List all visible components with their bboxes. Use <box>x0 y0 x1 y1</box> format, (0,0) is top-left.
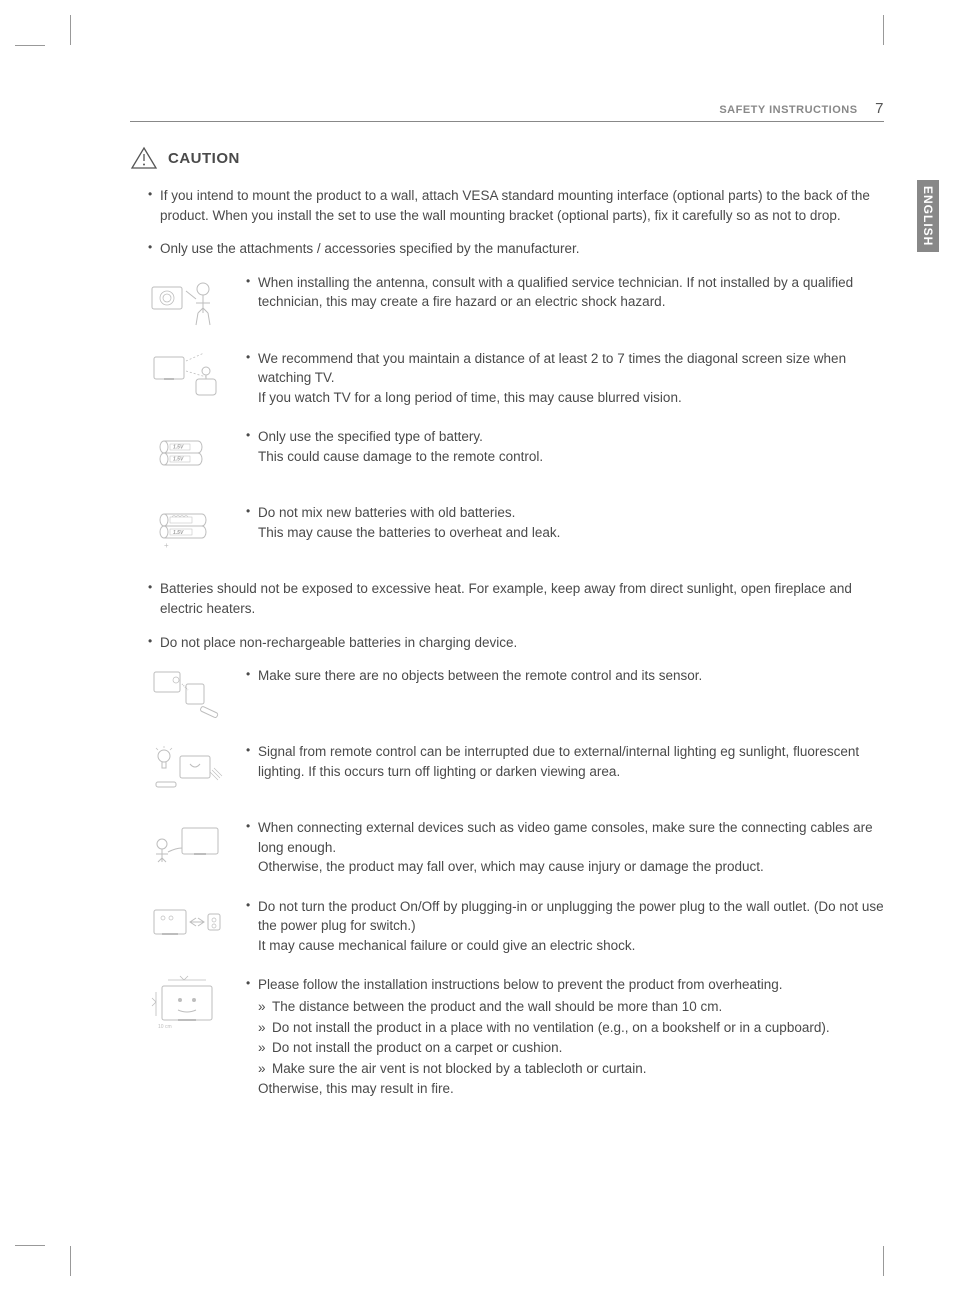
page-content: SAFETY INSTRUCTIONS 7 ENGLISH CAUTION If… <box>130 100 884 1231</box>
sub-item: Do not install the product on a carpet o… <box>258 1038 884 1058</box>
viewing-distance-icon <box>148 349 226 405</box>
sub-item: The distance between the product and the… <box>258 997 884 1017</box>
svg-text:1.5V: 1.5V <box>173 530 184 536</box>
list-item: Only use the attachments / accessories s… <box>148 239 884 259</box>
list-item-cont: Otherwise, this may result in fire. <box>246 1079 884 1099</box>
list-item: Only use the specified type of battery. <box>246 427 884 447</box>
list-item: Do not place non-rechargeable batteries … <box>148 633 884 653</box>
top-bullets: If you intend to mount the product to a … <box>130 186 884 259</box>
list-item: Please follow the installation instructi… <box>246 975 884 995</box>
mid-bullets: Batteries should not be exposed to exces… <box>130 579 884 652</box>
list-item-cont: If you watch TV for a long period of tim… <box>246 388 884 408</box>
mixed-battery-icon: 1.5V + <box>148 503 226 559</box>
list-item: Batteries should not be exposed to exces… <box>148 579 884 618</box>
cable-length-icon <box>148 818 226 874</box>
page-number: 7 <box>875 100 884 117</box>
instruction-row: Do not turn the product On/Off by pluggi… <box>130 897 884 956</box>
instruction-row: Make sure there are no objects between t… <box>130 666 884 722</box>
svg-text:10 cm: 10 cm <box>158 1024 172 1030</box>
power-plug-icon <box>148 897 226 953</box>
instruction-row: We recommend that you maintain a distanc… <box>130 349 884 408</box>
list-item-cont: It may cause mechanical failure or could… <box>246 936 884 956</box>
list-item: When connecting external devices such as… <box>246 818 884 857</box>
list-item: Do not turn the product On/Off by pluggi… <box>246 897 884 936</box>
list-item: Do not mix new batteries with old batter… <box>246 503 884 523</box>
instruction-row: 1.5V + Do not mix new batteries with old… <box>130 503 884 559</box>
instruction-row: Signal from remote control can be interr… <box>130 742 884 798</box>
caution-heading: CAUTION <box>130 146 884 170</box>
sub-item: Make sure the air vent is not blocked by… <box>258 1059 884 1079</box>
list-item: We recommend that you maintain a distanc… <box>246 349 884 388</box>
sub-list: The distance between the product and the… <box>246 997 884 1078</box>
svg-text:+: + <box>164 541 169 550</box>
list-item: Signal from remote control can be interr… <box>246 742 884 781</box>
list-item: If you intend to mount the product to a … <box>148 186 884 225</box>
section-title: SAFETY INSTRUCTIONS <box>719 104 857 116</box>
list-item-cont: Otherwise, the product may fall over, wh… <box>246 857 884 877</box>
page-header: SAFETY INSTRUCTIONS 7 <box>130 100 884 122</box>
list-item-cont: This could cause damage to the remote co… <box>246 447 884 467</box>
sub-item: Do not install the product in a place wi… <box>258 1018 884 1038</box>
instruction-row: When connecting external devices such as… <box>130 818 884 877</box>
svg-text:1.5V: 1.5V <box>173 445 184 451</box>
instruction-row: When installing the antenna, consult wit… <box>130 273 884 329</box>
svg-text:1.5V: 1.5V <box>173 457 184 463</box>
caution-icon <box>130 146 158 170</box>
remote-lighting-icon <box>148 742 226 798</box>
caution-label: CAUTION <box>168 150 240 167</box>
list-item: Make sure there are no objects between t… <box>246 666 884 686</box>
battery-icon: 1.5V 1.5V <box>148 427 226 483</box>
instruction-row: 1.5V 1.5V Only use the specified type of… <box>130 427 884 483</box>
list-item-cont: This may cause the batteries to overheat… <box>246 523 884 543</box>
antenna-technician-icon <box>148 273 226 329</box>
instruction-row: 10 cm Please follow the installation ins… <box>130 975 884 1098</box>
ventilation-icon: 10 cm <box>148 975 226 1031</box>
list-item: When installing the antenna, consult wit… <box>246 273 884 312</box>
remote-obstruction-icon <box>148 666 226 722</box>
language-tab: ENGLISH <box>917 180 939 252</box>
